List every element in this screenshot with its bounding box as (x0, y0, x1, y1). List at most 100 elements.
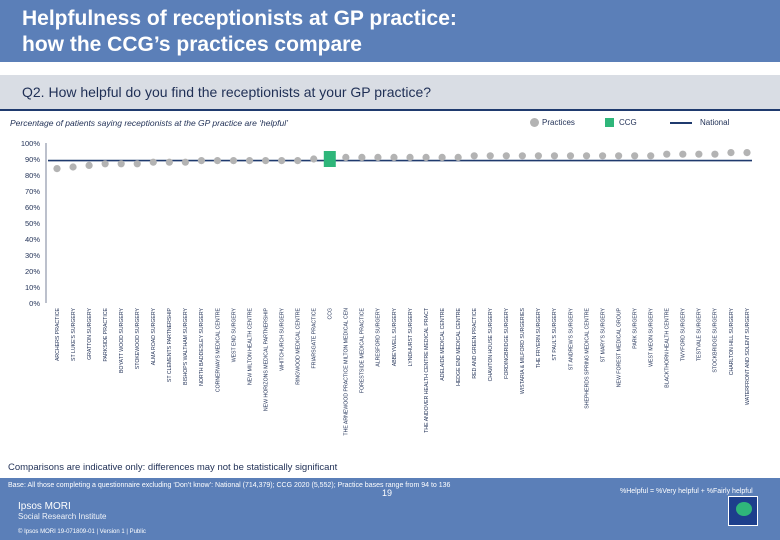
x-category-label: LYNDHURST SURGERY (408, 307, 414, 366)
logo-sub: Social Research Institute (18, 512, 107, 521)
practice-point (278, 157, 286, 165)
x-category-label: STOKEWOOD SURGERY (135, 307, 141, 369)
practice-point (566, 152, 575, 160)
x-category-label: FORESTSIDE MEDICAL PRACTICE (360, 307, 366, 393)
practice-point (486, 152, 494, 160)
y-tick-label: 60% (25, 203, 40, 212)
practice-point (245, 157, 254, 165)
ccg-square-icon (605, 118, 614, 127)
x-category-label: WEST MEON SURGERY (649, 307, 655, 366)
practice-point (406, 153, 414, 161)
practice-point (390, 153, 398, 161)
practice-point (358, 153, 366, 161)
x-category-label: TESTVALE SURGERY (697, 307, 703, 361)
practice-point (454, 153, 462, 161)
copyright-text: © Ipsos MORI 19-071809-01 | Version 1 | … (18, 529, 146, 535)
x-category-label: NORTH BADDESLEY SURGERY (199, 307, 205, 385)
practice-point (534, 152, 542, 160)
footer-band: Base: All those completing a questionnai… (0, 478, 780, 540)
practice-point (197, 157, 206, 165)
x-category-label: BOYATT WOOD SURGERY (119, 307, 125, 373)
practice-point (438, 153, 446, 161)
x-category-label: RINGWOOD MEDICAL CENTRE (295, 307, 301, 384)
logo-name: Ipsos MORI (18, 501, 71, 512)
y-tick-label: 100% (21, 139, 41, 148)
practice-point (615, 152, 623, 160)
x-category-label: THE ARNEWOOD PRACTICE MILTON MEDICAL CEN (344, 308, 350, 436)
practice-point (550, 152, 559, 160)
x-category-label: ST LUKE'S SURGERY (71, 307, 77, 361)
x-category-label: THE ANDOVER HEALTH CENTRE MEDICAL PRACT (424, 307, 430, 433)
x-category-label: THE FRYERN SURGERY (536, 307, 542, 368)
x-category-label: ADELAIDE MEDICAL CENTRE (440, 307, 446, 380)
practice-point (502, 152, 510, 160)
practice-point (374, 153, 382, 161)
practice-point (663, 150, 671, 158)
practice-point (69, 163, 77, 171)
slide-title: Helpfulness of receptionists at GP pract… (22, 6, 722, 58)
title-line-1: Helpfulness of receptionists at GP pract… (22, 7, 457, 30)
x-category-label: STOCKBRIDGE SURGERY (713, 307, 719, 372)
question-band: Q2. How helpful do you find the receptio… (0, 75, 780, 111)
question-text: Q2. How helpful do you find the receptio… (22, 84, 432, 100)
practice-point (117, 160, 125, 168)
x-category-label: CHARLTON HILL SURGERY (729, 307, 735, 375)
x-category-label: WHITCHURCH SURGERY (279, 307, 285, 370)
practice-point (422, 153, 430, 161)
title-line-2: how the CCG’s practices compare (22, 33, 362, 56)
x-category-label: WEST END SURGERY (231, 307, 237, 362)
x-category-label: CORNERWAYS MEDICAL CENTRE (215, 307, 221, 392)
x-category-label: ST ANDREW'S SURGERY (568, 307, 574, 370)
practice-point (149, 158, 157, 166)
x-category-label: ABBEYWELL SURGERY (392, 307, 398, 366)
significance-note: Comparisons are indicative only: differe… (8, 462, 338, 473)
x-category-label: PARKSIDE PRACTICE (103, 307, 109, 361)
x-category-label: NEW HORIZONS MEDICAL PARTNERSHIP (263, 307, 269, 411)
practice-point (743, 149, 751, 157)
x-category-label: FORDINGBRIDGE SURGERY (504, 307, 510, 378)
practice-point (133, 160, 141, 168)
x-category-label: ALRESFORD SURGERY (376, 307, 382, 366)
x-category-label: WISTARIA & MILFORD SURGERIES (520, 307, 526, 394)
practice-point (647, 152, 655, 160)
y-tick-label: 30% (25, 251, 40, 260)
practice-point (310, 155, 318, 163)
page-number: 19 (382, 488, 393, 498)
practice-point (679, 150, 687, 158)
practice-point (518, 152, 526, 160)
y-tick-label: 50% (25, 219, 40, 228)
x-category-label: RED AND GREEN PRACTICE (472, 307, 478, 378)
x-category-label: GRATTON SURGERY (87, 307, 93, 359)
y-tick-label: 80% (25, 171, 40, 180)
y-tick-label: 90% (25, 155, 40, 164)
x-category-label: PARK SURGERY (632, 307, 638, 348)
y-tick-label: 0% (29, 299, 40, 308)
practice-point (598, 152, 607, 160)
base-text: Base: All those completing a questionnai… (8, 482, 451, 489)
practice-point (470, 152, 478, 160)
practice-point (711, 150, 719, 158)
legend-practices-label: Practices (542, 118, 575, 127)
x-category-label: NEW FOREST MEDICAL GROUP (616, 307, 622, 387)
x-category-label: WATERFRONT AND SOLENT SURGERY (745, 307, 751, 405)
y-tick-label: 10% (25, 283, 40, 292)
x-category-label: HEDGE END MEDICAL CENTRE (456, 307, 462, 385)
y-tick-label: 70% (25, 187, 40, 196)
header-band: Helpfulness of receptionists at GP pract… (0, 0, 780, 62)
x-category-label: SHEPHERDS SPRING MEDICAL CENTRE (584, 307, 590, 408)
practice-point (294, 157, 302, 165)
practice-point (342, 153, 350, 161)
y-tick-label: 40% (25, 235, 40, 244)
practice-point (53, 165, 61, 173)
x-category-label: BLACKTHORN HEALTH CENTRE (665, 307, 671, 387)
practice-point (262, 157, 270, 165)
practice-point (165, 158, 173, 166)
x-category-label: ST PAUL'S SURGERY (552, 307, 558, 360)
x-category-label: ST CLEMENTS PARTNERSHIP (167, 307, 173, 382)
x-category-label: BISHOPS WALTHAM SURGERY (183, 307, 189, 384)
practice-point (181, 158, 189, 166)
helpful-definition: %Helpful = %Very helpful + %Fairly helpf… (620, 488, 753, 495)
practice-point (631, 152, 639, 160)
chart-subtitle: Percentage of patients saying receptioni… (10, 118, 288, 128)
ccg-point (323, 151, 336, 167)
